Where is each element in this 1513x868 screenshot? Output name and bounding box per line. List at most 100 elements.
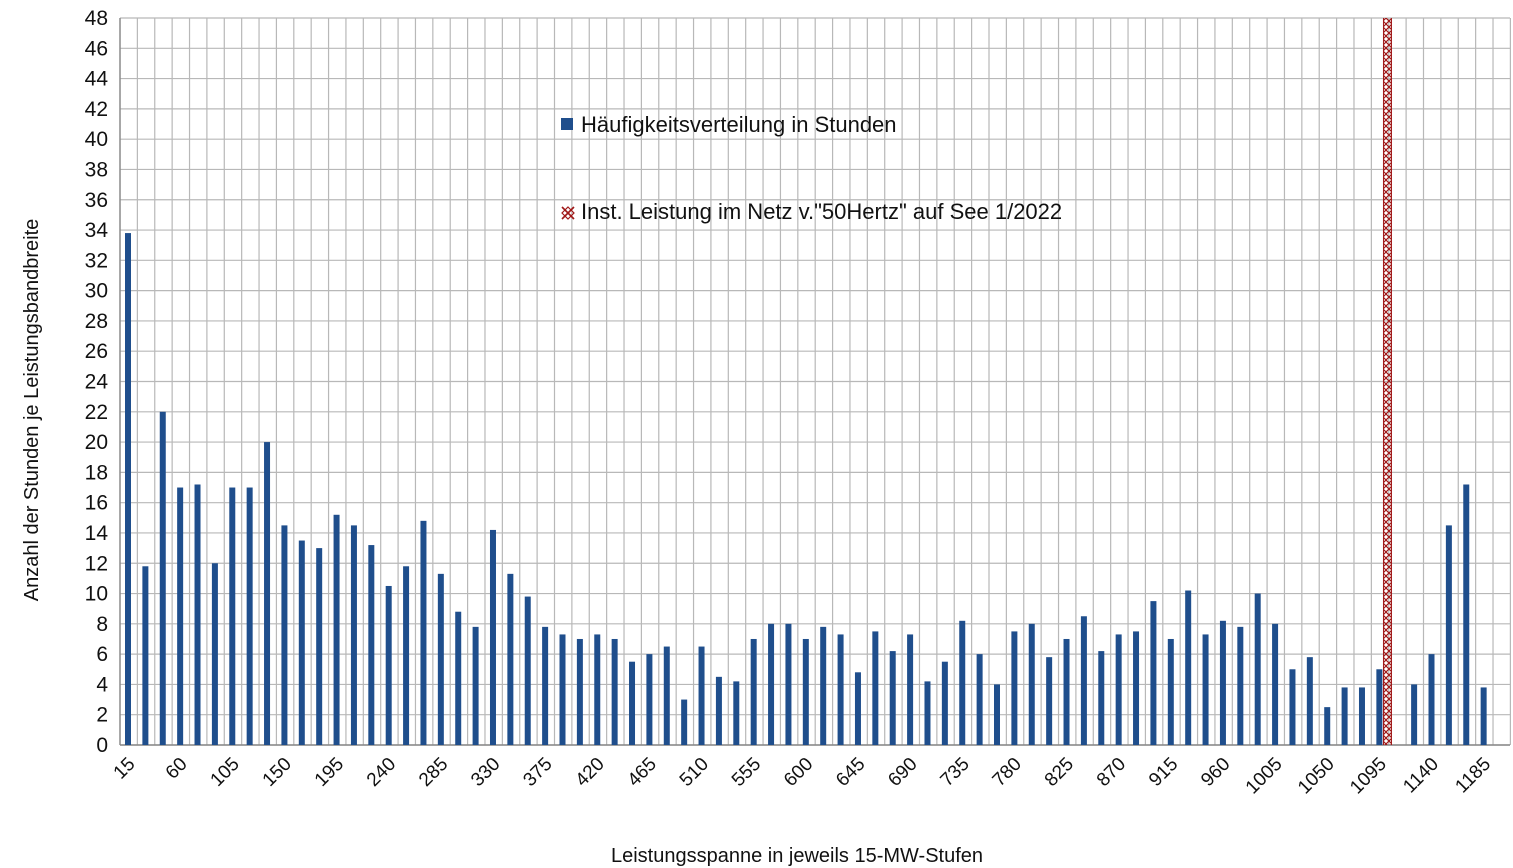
x-tick-label: 465 xyxy=(624,754,661,791)
x-tick-label: 240 xyxy=(363,754,400,791)
bar xyxy=(1115,634,1122,745)
legend-label-line: Inst. Leistung im Netz v."50Hertz" auf S… xyxy=(581,199,1062,224)
y-tick-label: 8 xyxy=(96,613,108,636)
bar xyxy=(316,548,323,745)
bar xyxy=(211,563,218,745)
bar xyxy=(125,233,131,745)
reference-line xyxy=(1383,18,1392,745)
x-tick-label: 555 xyxy=(728,754,765,791)
bar xyxy=(733,681,740,745)
bar xyxy=(994,684,1000,745)
bar xyxy=(246,487,253,745)
bar xyxy=(750,638,757,745)
bar xyxy=(1150,601,1157,745)
y-tick-label: 4 xyxy=(96,673,108,696)
y-tick-label: 32 xyxy=(85,249,108,272)
bar xyxy=(281,525,288,745)
y-tick-label: 22 xyxy=(85,401,108,424)
x-tick-label: 15 xyxy=(110,754,140,784)
bar xyxy=(1046,657,1053,745)
x-tick-label: 510 xyxy=(676,754,713,791)
bar xyxy=(142,566,149,745)
x-tick-label: 150 xyxy=(259,754,296,791)
bar xyxy=(1202,634,1209,745)
bar xyxy=(333,514,340,745)
bar xyxy=(663,646,670,745)
y-tick-label: 12 xyxy=(85,552,108,575)
bar xyxy=(472,626,479,745)
x-tick-label: 600 xyxy=(780,754,817,791)
bar xyxy=(1324,707,1331,745)
x-tick-label: 60 xyxy=(162,754,192,784)
bar xyxy=(1272,623,1279,745)
bar xyxy=(1428,654,1435,745)
y-tick-label: 2 xyxy=(96,704,108,727)
y-axis-label: Anzahl der Stunden je Leistungsbandbreit… xyxy=(21,219,43,602)
y-tick-label: 0 xyxy=(96,734,108,757)
y-tick-label: 34 xyxy=(85,219,109,242)
bar xyxy=(385,585,392,745)
bar xyxy=(576,638,583,745)
y-tick-label: 18 xyxy=(85,461,108,484)
bar xyxy=(820,626,827,745)
bar xyxy=(559,634,566,745)
bar xyxy=(681,699,688,745)
legend-swatch-bars xyxy=(561,118,573,130)
y-tick-label: 6 xyxy=(96,643,108,666)
x-axis-label: Leistungsspanne in jeweils 15-MW-Stufen xyxy=(611,845,983,867)
bar xyxy=(1341,687,1348,745)
bar xyxy=(1289,669,1296,745)
x-tick-label: 1050 xyxy=(1294,754,1339,799)
y-tick-label: 46 xyxy=(85,37,108,60)
bar-series xyxy=(125,233,1487,745)
bar xyxy=(1480,687,1487,745)
bar xyxy=(420,520,427,745)
bar xyxy=(715,676,722,745)
x-tick-label: 330 xyxy=(467,754,504,791)
bar xyxy=(437,573,444,745)
x-tick-label: 690 xyxy=(884,754,921,791)
bar xyxy=(524,596,531,745)
bar xyxy=(1237,626,1244,745)
y-tick-label: 16 xyxy=(85,492,108,515)
x-tick-label: 105 xyxy=(207,754,244,791)
x-tick-label: 960 xyxy=(1197,754,1234,791)
bar xyxy=(177,487,184,745)
x-tick-label: 915 xyxy=(1145,754,1182,791)
x-tick-label: 1095 xyxy=(1346,754,1391,799)
bar xyxy=(403,566,410,745)
legend-label-bars: Häufigkeitsverteilung in Stunden xyxy=(581,112,897,137)
bar xyxy=(1028,623,1035,745)
bar xyxy=(785,623,792,745)
bar xyxy=(872,631,879,745)
bar xyxy=(889,651,896,745)
y-tick-label: 36 xyxy=(85,189,108,212)
bar xyxy=(159,411,166,745)
bar xyxy=(1358,687,1365,745)
x-tick-label: 645 xyxy=(832,754,869,791)
legend-swatch-line xyxy=(561,206,575,220)
x-tick-label: 420 xyxy=(572,754,609,791)
x-tick-label: 285 xyxy=(415,754,452,791)
bar xyxy=(194,484,201,745)
bar xyxy=(1254,593,1261,745)
bar xyxy=(907,634,914,745)
x-tick-label: 375 xyxy=(519,754,556,791)
bar xyxy=(1411,684,1418,745)
bar xyxy=(924,681,931,745)
y-tick-label: 38 xyxy=(85,158,108,181)
bar xyxy=(542,626,549,745)
bar xyxy=(229,487,236,745)
bar xyxy=(1133,631,1140,745)
y-tick-label: 48 xyxy=(85,7,108,30)
bar xyxy=(1080,616,1087,745)
bar xyxy=(941,661,948,745)
bar xyxy=(837,634,844,745)
y-tick-label: 44 xyxy=(85,68,109,91)
bar xyxy=(959,620,966,745)
bar xyxy=(768,623,775,745)
bar xyxy=(298,540,305,745)
y-tick-label: 28 xyxy=(85,310,108,333)
x-tick-label: 825 xyxy=(1041,754,1078,791)
x-tick-label: 735 xyxy=(937,754,974,791)
